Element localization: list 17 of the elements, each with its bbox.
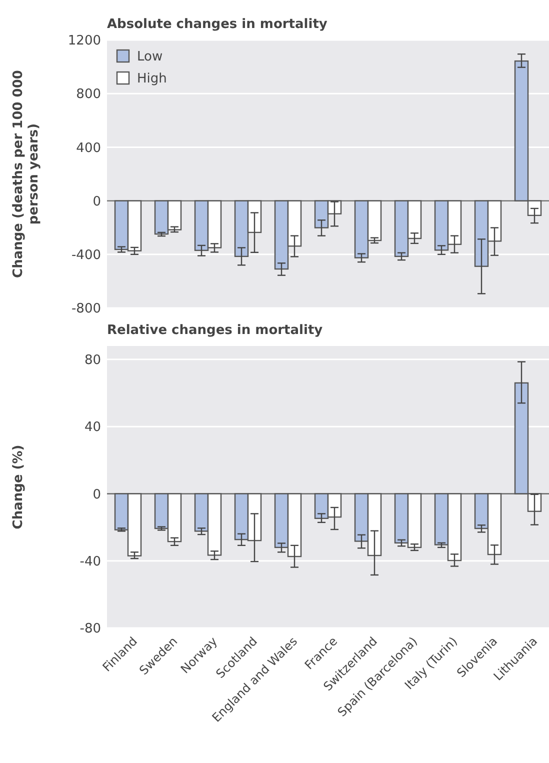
legend-label: Low <box>137 50 163 65</box>
y-tick-label: -80 <box>80 622 101 637</box>
y-axis-title: Change (deaths per 100 000 person years) <box>11 70 42 278</box>
y-tick-label: 0 <box>92 194 101 210</box>
chart-title: Relative changes in mortality <box>107 323 324 338</box>
y-tick-label: 400 <box>76 140 101 156</box>
chart-title: Absolute changes in mortality <box>107 17 328 32</box>
y-tick-label: 40 <box>84 420 101 436</box>
y-tick-label: -40 <box>80 554 101 570</box>
y-tick-label: -400 <box>71 248 101 263</box>
y-tick-label: -800 <box>71 302 101 317</box>
y-tick-label: 800 <box>76 87 101 102</box>
y-axis-title: Change (%) <box>11 444 26 530</box>
y-tick-label: 0 <box>92 487 101 502</box>
y-tick-label: 80 <box>84 352 101 368</box>
legend-label: High <box>137 72 167 87</box>
y-tick-label: 1200 <box>68 34 101 49</box>
